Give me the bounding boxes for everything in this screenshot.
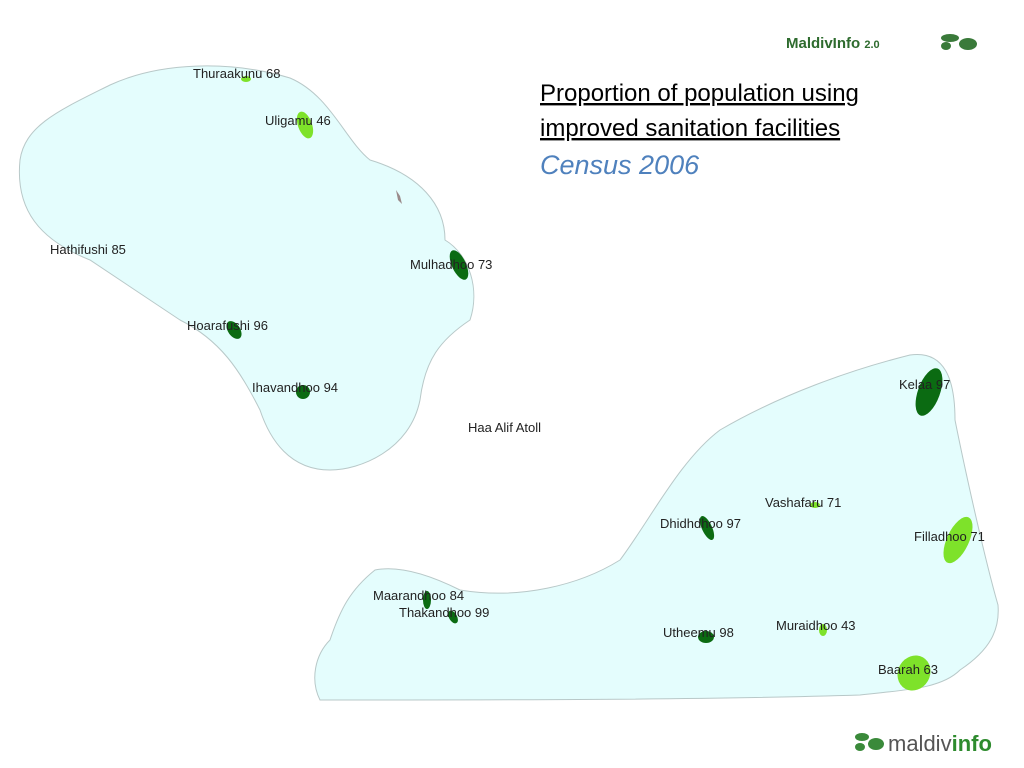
island-value: 46 — [316, 113, 330, 128]
island-value: 43 — [841, 618, 855, 633]
island-name: Thuraakunu — [193, 66, 262, 81]
island-value: 94 — [324, 380, 338, 395]
island-name: Ihavandhoo — [252, 380, 320, 395]
atoll-north — [18, 65, 475, 471]
island — [897, 655, 931, 691]
island-value: 85 — [111, 242, 125, 257]
island-name: Dhidhdhoo — [660, 516, 723, 531]
island — [241, 76, 251, 82]
island-name: Maarandhoo — [373, 588, 446, 603]
island-name: Muraidhoo — [776, 618, 837, 633]
atoll-south — [314, 353, 999, 701]
island-name: Hathifushi — [50, 242, 108, 257]
island — [943, 516, 973, 564]
island-name: Uligamu — [265, 113, 313, 128]
island-name: Baarah — [878, 662, 920, 677]
island — [699, 516, 715, 540]
island-label: Muraidhoo 43 — [776, 618, 856, 633]
islet — [396, 190, 402, 204]
island-name: Kelaa — [899, 377, 933, 392]
island-label: Ihavandhoo 94 — [252, 380, 338, 395]
island-name: Thakandhoo — [399, 605, 471, 620]
island-label: Hathifushi 85 — [50, 242, 126, 257]
island-label: Thuraakunu 68 — [193, 66, 280, 81]
brand: MaldivInfo 2.0 — [786, 35, 880, 52]
brand-logo — [941, 34, 977, 50]
island — [819, 624, 827, 636]
island-value: 71 — [970, 529, 984, 544]
island — [296, 385, 310, 399]
island — [810, 502, 820, 508]
island — [915, 368, 943, 416]
island-label: Utheemu 98 — [663, 625, 734, 640]
footer-brand: maldivinfo — [888, 731, 992, 756]
island-value: 98 — [719, 625, 733, 640]
island-value: 99 — [475, 605, 489, 620]
title-line: Proportion of population using — [540, 80, 859, 107]
island-value: 96 — [254, 318, 268, 333]
island-value: 68 — [266, 66, 280, 81]
island-name: Filladhoo — [914, 529, 967, 544]
island — [423, 591, 431, 609]
island-label: Filladhoo 71 — [914, 529, 985, 544]
island-value: 63 — [924, 662, 938, 677]
islands: Thuraakunu 68 Uligamu 46 Hathifushi 85 Mulh… — [50, 66, 985, 691]
island — [449, 250, 469, 280]
island-value: 84 — [450, 588, 464, 603]
island-label: Kelaa 97 — [899, 377, 950, 392]
island-label: Uligamu 46 — [265, 113, 331, 128]
island-name: Mulhadhoo — [410, 257, 474, 272]
island-value: 71 — [827, 495, 841, 510]
island-name: Vashafaru — [765, 495, 823, 510]
island — [226, 321, 242, 339]
island-name: Utheemu — [663, 625, 716, 640]
island-label: Mulhadhoo 73 — [410, 257, 492, 272]
subtitle: Census 2006 — [540, 150, 700, 180]
island-name: Hoarafushi — [187, 318, 250, 333]
island — [448, 610, 458, 624]
island — [698, 631, 714, 643]
title-line: improved sanitation facilities — [540, 115, 840, 142]
island-label: Baarah 63 — [878, 662, 938, 677]
island-label: Dhidhdhoo 97 — [660, 516, 741, 531]
island-label: Vashafaru 71 — [765, 495, 841, 510]
island-label: Thakandhoo 99 — [399, 605, 489, 620]
island-value: 97 — [727, 516, 741, 531]
island-label: Hoarafushi 96 — [187, 318, 268, 333]
island-label: Maarandhoo 84 — [373, 588, 464, 603]
island — [296, 111, 314, 139]
footer-logo — [855, 733, 884, 751]
atoll-label: Haa Alif Atoll — [468, 420, 541, 435]
island-value: 97 — [936, 377, 950, 392]
island-value: 73 — [478, 257, 492, 272]
